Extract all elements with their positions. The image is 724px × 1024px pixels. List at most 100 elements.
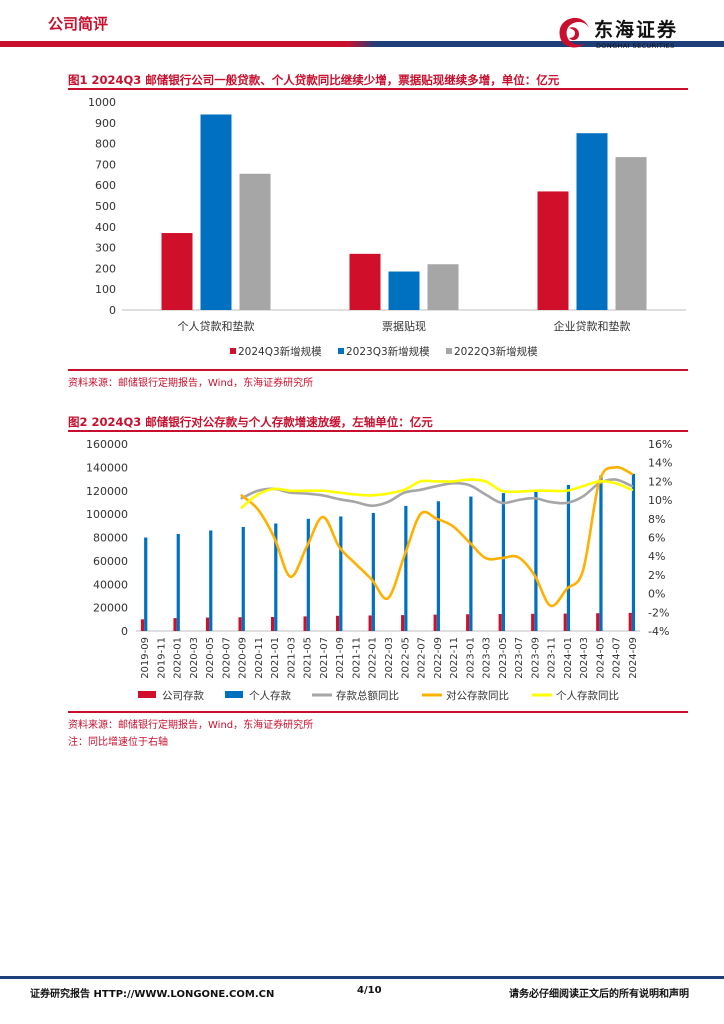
figure2-title: 图2 2024Q3 邮储银行对公存款与个人存款增速放缓，左轴单位：亿元 — [68, 415, 433, 429]
bar-1 — [161, 233, 193, 310]
x-tick-label: 2022-09 — [433, 637, 444, 679]
x-tick-label: 2019-09 — [140, 637, 151, 679]
x-tick-label: 2023-03 — [482, 637, 493, 679]
category-label: 企业贷款和垫款 — [554, 319, 631, 333]
bar-personal-deposit — [599, 475, 603, 631]
bar-2 — [200, 114, 232, 310]
figure1-chart: 0 100 200 300 400 500 600 700 800 900 1000 个人贷款和垫款 票… — [88, 96, 686, 358]
left-y-tick-label: 140000 — [86, 461, 128, 474]
x-tick-label: 2024-01 — [563, 637, 574, 679]
figure2-bottom-rule — [68, 711, 688, 713]
x-tick-label: 2021-11 — [351, 637, 362, 679]
x-tick-label: 2023-07 — [514, 637, 525, 679]
bar-personal-deposit — [241, 526, 245, 631]
footer-page-number: 4/10 — [357, 985, 382, 996]
y-tick-label: 700 — [95, 158, 116, 171]
bar-corporate-deposit — [466, 614, 470, 631]
left-y-tick-label: 160000 — [86, 438, 128, 451]
x-tick-label: 2022-03 — [384, 637, 395, 679]
bar-personal-deposit — [631, 473, 636, 631]
bar-corporate-deposit — [336, 615, 340, 631]
figure1-title: 图1 2024Q3 邮储银行公司一般贷款、个人贷款同比继续少增，票据贴现继续多增… — [68, 73, 560, 87]
bar-corporate-deposit — [531, 613, 535, 631]
x-tick-label: 2020-09 — [238, 637, 249, 679]
category-label: 票据贴现 — [382, 319, 426, 333]
legend-label-4: 对公存款同比 — [446, 689, 509, 702]
company-logo — [553, 14, 703, 52]
x-tick-label: 2022-11 — [449, 637, 460, 679]
bar-corporate-deposit — [433, 614, 437, 631]
legend-label-2: 2023Q3新增规模 — [346, 345, 430, 358]
bar-personal-deposit — [469, 496, 473, 631]
bar-personal-deposit — [371, 512, 375, 631]
y-tick-label: 300 — [95, 242, 116, 255]
line-total-deposit-yoy — [240, 478, 634, 508]
x-tick-label: 2020-11 — [254, 637, 265, 679]
bar-corporate-deposit — [401, 615, 405, 631]
line-personal-deposit-yoy — [240, 478, 634, 509]
right-y-tick-label: 4% — [648, 550, 665, 563]
legend-marker-1 — [138, 691, 156, 698]
line-corporate-deposit-yoy — [240, 465, 634, 608]
bar-corporate-deposit — [270, 616, 275, 631]
right-y-tick-label: -2% — [648, 606, 669, 619]
legend-label-2: 个人存款 — [249, 689, 291, 702]
x-tick-label: 2020-01 — [173, 637, 184, 679]
right-y-tick-label: 0% — [648, 588, 665, 601]
bar-corporate-deposit — [498, 614, 502, 631]
y-tick-label: 900 — [95, 117, 116, 130]
legend-label-1: 公司存款 — [162, 689, 204, 702]
x-tick-label: 2024-07 — [612, 637, 623, 679]
right-y-tick-label: 16% — [648, 438, 672, 451]
legend-marker-1 — [230, 348, 236, 354]
left-y-tick-label: 20000 — [93, 602, 128, 615]
x-tick-label: 2021-01 — [270, 637, 281, 679]
y-tick-label: 400 — [95, 221, 116, 234]
right-y-tick-label: 10% — [648, 494, 672, 507]
bar-corporate-deposit — [628, 612, 632, 631]
bar-personal-deposit — [274, 523, 278, 631]
figure1-source: 资料来源：邮储银行定期报告，Wind，东海证券研究所 — [68, 378, 314, 389]
bar-personal-deposit — [404, 505, 408, 631]
bar-personal-deposit — [436, 501, 440, 631]
left-y-tick-label: 60000 — [93, 555, 128, 568]
left-y-tick-label: 0 — [121, 625, 128, 638]
logo-chinese-text: 东海证券 — [594, 19, 679, 41]
dragon-logo-icon — [559, 17, 589, 48]
figure2-source: 资料来源：邮储银行定期报告，Wind，东海证券研究所 — [68, 720, 314, 731]
legend-label-3: 存款总额同比 — [336, 689, 399, 702]
bar-personal-deposit — [566, 484, 571, 631]
x-tick-label: 2020-03 — [189, 637, 200, 679]
bar-corporate-deposit — [563, 613, 567, 631]
header-bar — [0, 41, 724, 47]
legend-label-1: 2024Q3新增规模 — [238, 345, 322, 358]
footer-disclaimer: 请务必仔细阅读正文后的所有说明和声明 — [509, 989, 689, 1000]
figure2-chart: 0 20000 40000 60000 80000 100000 120000 140000 1… — [86, 438, 672, 702]
y-tick-label: 100 — [95, 283, 116, 296]
bar-corporate-deposit — [238, 617, 242, 631]
y-tick-label: 800 — [95, 138, 116, 151]
figure1-top-rule — [68, 88, 688, 90]
left-y-tick-label: 120000 — [86, 485, 128, 498]
x-tick-label: 2021-09 — [335, 637, 346, 679]
bar-3 — [615, 157, 647, 310]
bar-personal-deposit — [339, 516, 343, 631]
x-tick-label: 2020-05 — [205, 637, 216, 679]
y-tick-label: 200 — [95, 262, 116, 275]
legend-marker-2 — [225, 691, 243, 698]
right-y-tick-label: 14% — [648, 457, 672, 470]
figure1-bottom-rule — [68, 369, 688, 371]
right-y-tick-label: 2% — [648, 569, 665, 582]
bar-2 — [576, 133, 608, 310]
bar-personal-deposit — [209, 530, 213, 631]
category-label: 个人贷款和垫款 — [178, 319, 255, 333]
x-tick-label: 2024-03 — [579, 637, 590, 679]
bar-personal-deposit — [176, 533, 180, 631]
bar-3 — [427, 264, 459, 310]
right-y-tick-label: -4% — [648, 625, 669, 638]
y-tick-label: 500 — [95, 200, 116, 213]
legend-label-5: 个人存款同比 — [556, 689, 619, 702]
x-tick-label: 2020-07 — [221, 637, 232, 679]
left-y-tick-label: 80000 — [93, 532, 128, 545]
x-tick-label: 2022-05 — [400, 637, 411, 679]
